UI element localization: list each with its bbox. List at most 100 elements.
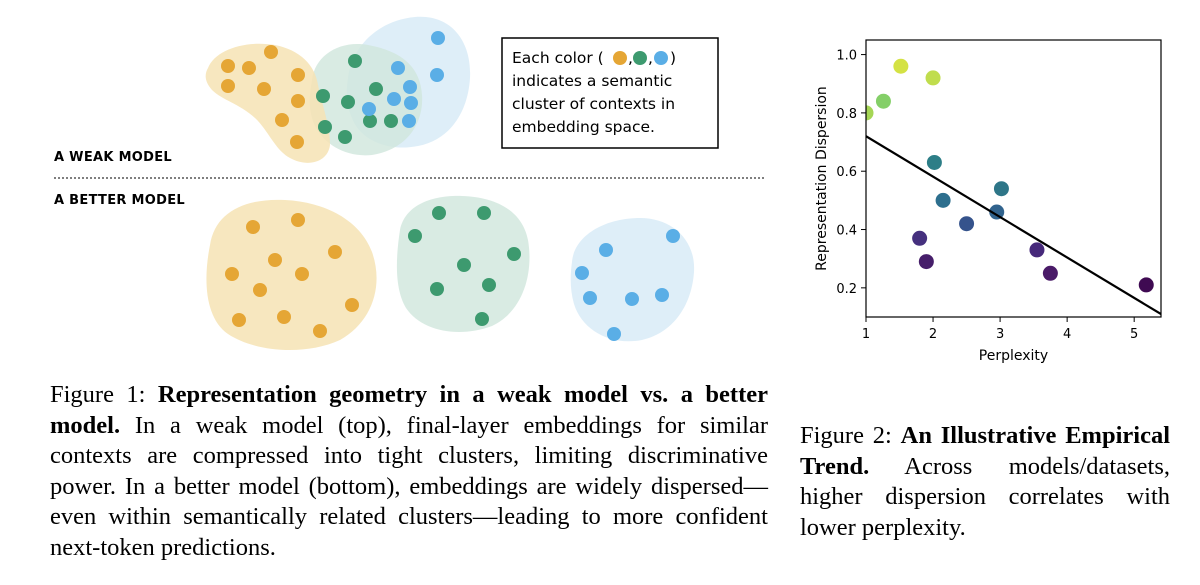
scatter-point — [959, 216, 975, 232]
point — [290, 135, 304, 149]
figure-2-caption: Figure 2: An Illustrative Empirical Tren… — [800, 421, 1170, 543]
point — [291, 94, 305, 108]
better-orange-points — [225, 213, 359, 338]
point — [313, 324, 327, 338]
y-tick-label: 0.2 — [836, 282, 857, 297]
scatter-point — [926, 154, 942, 170]
scatter-point — [989, 204, 1005, 220]
point — [408, 229, 422, 243]
point — [457, 258, 471, 272]
x-axis-label: Perplexity — [979, 348, 1048, 364]
point — [253, 283, 267, 297]
better-model-label: A BETTER MODEL — [54, 193, 185, 208]
y-axis-label: Representation Dispersion — [814, 86, 830, 271]
point — [221, 59, 235, 73]
legend-line-3: cluster of contexts in — [512, 95, 675, 113]
point — [275, 113, 289, 127]
scatter-point — [925, 70, 941, 86]
y-tick-label: 0.8 — [836, 107, 857, 122]
weak-model-clusters — [205, 16, 471, 163]
point — [403, 80, 417, 94]
point — [384, 114, 398, 128]
point — [268, 253, 282, 267]
x-tick-label: 3 — [996, 327, 1004, 342]
legend-line-4: embedding space. — [512, 118, 655, 136]
point — [404, 96, 418, 110]
better-model-clusters — [206, 195, 695, 351]
color-legend-box: Each color ( , , ) indicates a semantic … — [501, 37, 719, 149]
point — [583, 291, 597, 305]
point — [625, 292, 639, 306]
x-tick-label: 2 — [929, 327, 937, 342]
trend-line — [866, 135, 1161, 316]
point — [430, 282, 444, 296]
legend-blue-dot — [654, 51, 668, 65]
scatter-point — [918, 254, 934, 270]
point — [225, 267, 239, 281]
legend-separator: , — [648, 49, 653, 67]
legend-separator: , — [628, 49, 633, 67]
better-green-points — [408, 206, 521, 326]
figure-2-caption-title: An Illustrative Empirical Trend. — [800, 422, 1171, 480]
point — [316, 89, 330, 103]
y-tick-label: 0.4 — [836, 224, 857, 239]
point — [246, 220, 260, 234]
scatter-point — [935, 192, 951, 208]
scatter-point — [1029, 242, 1045, 258]
legend-border — [501, 37, 719, 149]
figure-2-caption-label: Figure 2: — [800, 422, 892, 449]
point — [363, 114, 377, 128]
y-tick-label: 0.6 — [836, 165, 857, 180]
plot-frame — [865, 39, 1162, 318]
figure-2-scatter-chart: 1 2 3 4 5 0.2 0.4 0.6 0.8 1.0 Perplexity Represen… — [814, 39, 1162, 364]
point — [291, 213, 305, 227]
point — [242, 61, 256, 75]
point — [221, 79, 235, 93]
point — [328, 245, 342, 259]
point — [599, 243, 613, 257]
weak-orange-points — [221, 45, 305, 149]
point — [348, 54, 362, 68]
figure-1-illustration: Each color ( , , ) indicates a semantic … — [54, 16, 766, 351]
scatter-points — [866, 58, 1161, 316]
point — [369, 82, 383, 96]
legend-orange-dot — [613, 51, 627, 65]
point — [430, 68, 444, 82]
figure-1-caption-title: Representation geometry in a weak model … — [50, 381, 768, 439]
point — [277, 310, 291, 324]
point — [402, 114, 416, 128]
point — [362, 102, 376, 116]
x-tick-label: 4 — [1063, 327, 1071, 342]
point — [666, 229, 680, 243]
figure-1-caption: Figure 1: Representation geometry in a w… — [50, 380, 768, 563]
legend-line-2: indicates a semantic — [512, 72, 672, 90]
scatter-point — [1042, 265, 1058, 281]
weak-green-points — [316, 54, 398, 144]
scatter-point — [866, 105, 874, 121]
point — [345, 298, 359, 312]
better-orange-blob — [206, 199, 377, 351]
y-tick-label: 1.0 — [836, 49, 857, 64]
legend-close-paren: ) — [670, 49, 676, 67]
point — [232, 313, 246, 327]
scatter-point — [912, 230, 928, 246]
scatter-point — [993, 181, 1009, 197]
point — [607, 327, 621, 341]
point — [318, 120, 332, 134]
x-tick-label: 1 — [862, 327, 870, 342]
point — [291, 68, 305, 82]
legend-line-1-start: Each color ( — [512, 49, 604, 67]
point — [257, 82, 271, 96]
legend-green-dot — [633, 51, 647, 65]
point — [341, 95, 355, 109]
point — [391, 61, 405, 75]
figure-1-caption-text: In a weak model (top), final-layer embed… — [50, 411, 769, 561]
x-tick-label: 5 — [1130, 327, 1138, 342]
scatter-point — [1138, 277, 1154, 293]
figure-1-caption-label: Figure 1: — [50, 381, 146, 408]
weak-model-label: A WEAK MODEL — [54, 150, 172, 165]
figure-2-caption-text: Across models/datasets, higher dispersio… — [800, 452, 1170, 541]
point — [655, 288, 669, 302]
better-blue-points — [575, 229, 680, 341]
scatter-point — [875, 93, 891, 109]
